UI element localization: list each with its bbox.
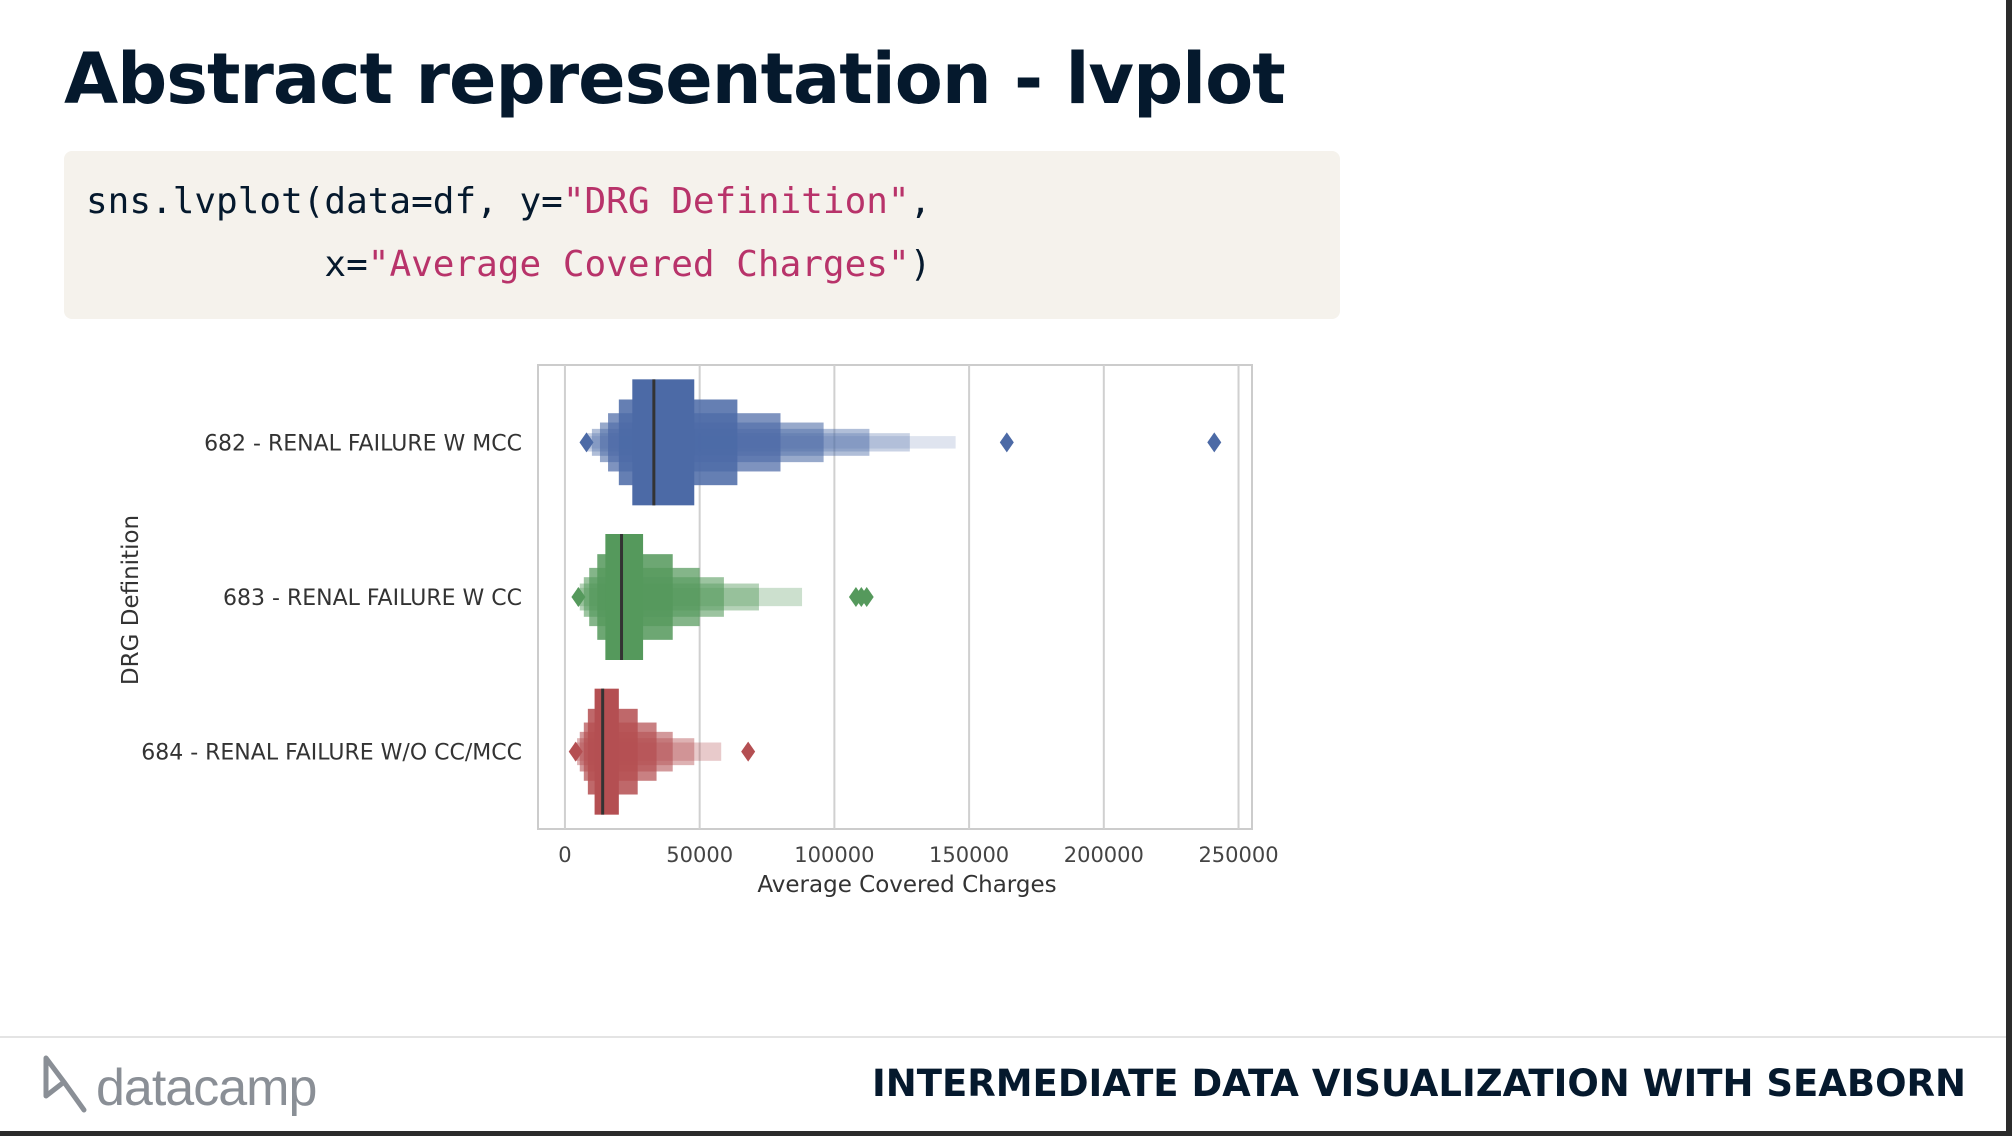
x-tick-label: 0 [558, 843, 571, 867]
outlier-marker [999, 432, 1014, 453]
code-block: sns.lvplot(data=df, y="DRG Definition", … [64, 151, 1340, 319]
code-text: x= [86, 244, 368, 285]
code-string: "DRG Definition" [562, 181, 910, 222]
x-tick-label: 250000 [1198, 843, 1278, 867]
outlier-marker [859, 587, 874, 607]
x-tick-label: 150000 [929, 843, 1009, 867]
course-title: INTERMEDIATE DATA VISUALIZATION WITH SEA… [872, 1062, 1966, 1105]
lvplot-chart: 0 50000 100000 150000 200000 250000 682 - RENA… [118, 364, 1279, 898]
y-tick-label: 684 - RENAL FAILURE W/O CC/MCC [141, 741, 522, 766]
outlier-marker [568, 741, 583, 762]
y-tick-label: 683 - RENAL FAILURE W CC [223, 586, 522, 611]
outlier-marker [571, 587, 586, 607]
x-tick-label: 50000 [666, 843, 733, 867]
outlier-marker [741, 741, 756, 762]
y-axis-label: DRG Definition [118, 515, 144, 685]
footer-divider [0, 1036, 2006, 1038]
code-line-1: sns.lvplot(data=df, y="DRG Definition", [86, 181, 931, 222]
logo-text: datacamp [96, 1059, 317, 1117]
letter-value-box [594, 688, 619, 815]
code-text: sns.lvplot(data=df, y= [86, 181, 563, 222]
code-line-2: x="Average Covered Charges") [86, 244, 931, 285]
x-axis-label: Average Covered Charges [757, 872, 1056, 898]
y-tick-label: 682 - RENAL FAILURE W MCC [204, 431, 522, 456]
code-string: "Average Covered Charges" [367, 244, 910, 285]
code-text: , [909, 181, 932, 222]
letter-value-box [632, 379, 695, 506]
outlier-marker [1207, 432, 1222, 453]
code-text: ) [909, 244, 932, 285]
datacamp-logo-icon [43, 1055, 87, 1113]
x-tick-label: 100000 [794, 843, 874, 867]
letter-value-box [605, 534, 644, 660]
x-tick-label: 200000 [1064, 843, 1144, 867]
slide-title: Abstract representation - lvplot [64, 38, 1286, 120]
outlier-marker [579, 432, 594, 453]
